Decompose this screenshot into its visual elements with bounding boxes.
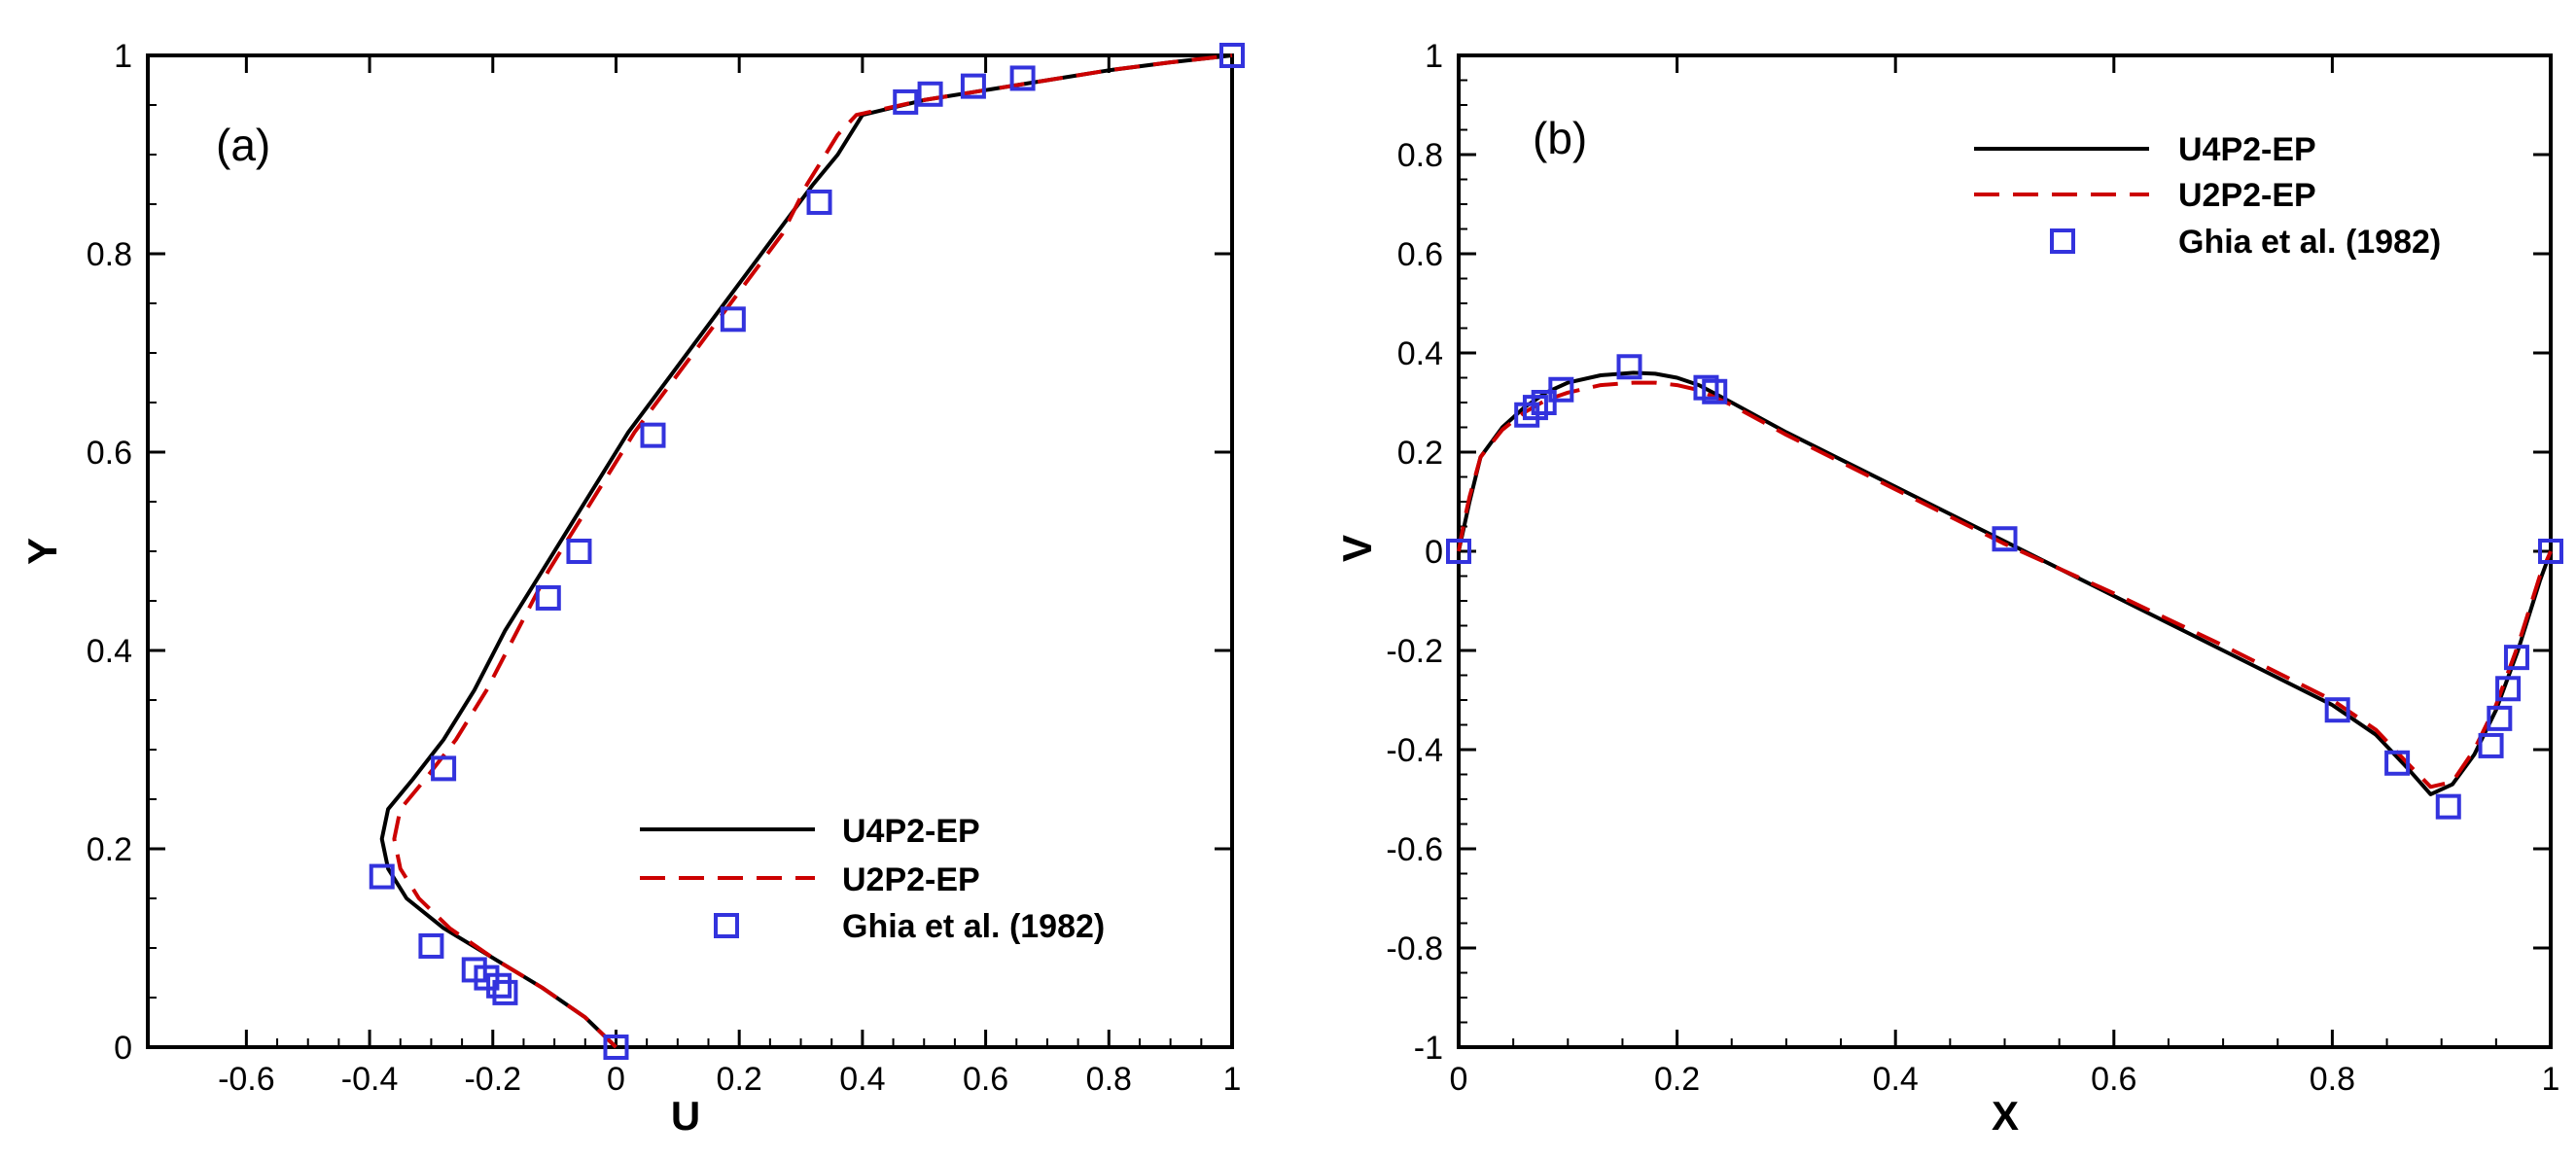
ghia-data-point — [1531, 390, 1557, 415]
x-tick-label: 0.8 — [2310, 1061, 2355, 1098]
panel-a-tick-labels: -0.6 -0.4 -0.2 0 0.2 0.4 0.6 0.8 1 0 0.2 0.4 0.6 0.8 1 — [87, 38, 1242, 1098]
ghia-data-point — [2487, 705, 2513, 731]
x-tick-label: 0.2 — [1654, 1061, 1700, 1098]
ghia-data-point — [960, 73, 986, 99]
ghia-data-point — [1992, 526, 2018, 552]
panel-a-legend: U4P2-EP U2P2-EP Ghia et al. (1982) — [640, 813, 1105, 945]
ghia-data-point — [1009, 65, 1036, 91]
y-tick-label: -0.2 — [1386, 633, 1443, 670]
x-tick-label: 0.4 — [1873, 1061, 1919, 1098]
x-tick-label: 0 — [1450, 1061, 1468, 1098]
panel-b-series-markers — [1446, 354, 2563, 820]
ghia-data-point — [2478, 732, 2504, 758]
panel-b-y-axis-label: V — [1334, 535, 1380, 562]
panel-a-legend-label-u4p2: U4P2-EP — [842, 813, 980, 850]
x-tick-label: -0.4 — [341, 1061, 399, 1098]
panel-b-legend-label-u2p2: U2P2-EP — [2178, 177, 2316, 214]
u4p2-ep-series-line — [1457, 370, 2553, 796]
panel-b-legend-marker-ghia — [2050, 228, 2075, 254]
ghia-data-point — [2503, 645, 2529, 671]
ghia-data-point — [917, 81, 943, 107]
panel-b-legend-label-ghia: Ghia et al. (1982) — [2178, 224, 2441, 261]
panel-b-series-lines — [1457, 370, 2553, 796]
panel-a-chart: -0.6 -0.4 -0.2 0 0.2 0.4 0.6 0.8 1 0 0.2 0.4 0.6 0.8 1… — [19, 38, 1245, 1139]
ghia-data-point — [2384, 750, 2411, 776]
y-tick-label: 1 — [1425, 38, 1443, 75]
x-tick-label: 0.6 — [2091, 1061, 2136, 1098]
y-tick-label: 0.2 — [1397, 435, 1443, 472]
ghia-data-point — [640, 422, 666, 448]
y-tick-label: -0.6 — [1386, 831, 1443, 868]
u2p2-ep-series-line — [392, 53, 1233, 1049]
y-tick-label: 0.4 — [87, 633, 132, 670]
ghia-data-point — [418, 932, 444, 959]
x-tick-label: 0 — [607, 1061, 625, 1098]
ghia-data-point — [1693, 374, 1719, 401]
y-tick-label: -1 — [1414, 1030, 1443, 1067]
y-tick-label: 0.4 — [1397, 335, 1443, 372]
x-tick-label: 0.4 — [839, 1061, 885, 1098]
y-tick-label: 0.6 — [87, 435, 132, 472]
x-tick-label: 1 — [1223, 1061, 1242, 1098]
ghia-data-point — [1522, 395, 1548, 421]
panel-a-tag: (a) — [216, 120, 270, 170]
x-tick-label: 0.8 — [1086, 1061, 1132, 1098]
x-tick-label: -0.2 — [464, 1061, 521, 1098]
u2p2-ep-series-line — [1457, 380, 2553, 790]
ghia-data-point — [2324, 697, 2350, 723]
x-tick-label: 0.6 — [963, 1061, 1008, 1098]
ghia-data-point — [1219, 43, 1245, 68]
y-tick-label: 0.2 — [87, 831, 132, 868]
y-tick-label: 0 — [1425, 534, 1443, 571]
panel-b-chart: 0 0.2 0.4 0.6 0.8 1 -1 -0.8 -0.6 -0.4 -0.2 0 0.2 0.4 0… — [1334, 38, 2563, 1139]
y-tick-label: 0.8 — [1397, 137, 1443, 174]
ghia-data-point — [1548, 376, 1574, 403]
panel-b-ticks — [1457, 53, 2553, 1049]
ghia-data-point — [535, 584, 561, 611]
panel-a-legend-marker-ghia — [714, 913, 739, 938]
y-tick-label: -0.8 — [1386, 930, 1443, 967]
ghia-data-point — [369, 863, 395, 890]
panel-a-y-axis-label: Y — [19, 538, 65, 565]
ghia-data-point — [720, 306, 746, 333]
y-tick-label: 0.6 — [1397, 236, 1443, 273]
y-tick-label: 0.8 — [87, 236, 132, 273]
y-tick-label: -0.4 — [1386, 732, 1443, 769]
panel-b-legend-label-u4p2: U4P2-EP — [2178, 131, 2316, 168]
panel-b-tick-labels: 0 0.2 0.4 0.6 0.8 1 -1 -0.8 -0.6 -0.4 -0.2 0 0.2 0.4 0… — [1386, 38, 2559, 1098]
ghia-data-point — [2495, 676, 2522, 702]
ghia-data-point — [806, 189, 832, 215]
panel-b-tag: (b) — [1533, 113, 1587, 163]
ghia-data-point — [1702, 378, 1728, 404]
ghia-data-point — [603, 1035, 629, 1060]
ghia-data-point — [2538, 539, 2563, 564]
x-tick-label: 1 — [2542, 1061, 2560, 1098]
panel-a-series-lines — [379, 53, 1233, 1049]
ghia-data-point — [566, 539, 592, 564]
panel-a-legend-label-u2p2: U2P2-EP — [842, 861, 980, 898]
ghia-data-point — [431, 755, 457, 782]
ghia-data-point — [2435, 793, 2461, 820]
y-tick-label: 0 — [114, 1030, 132, 1067]
panel-a-legend-label-ghia: Ghia et al. (1982) — [842, 908, 1105, 945]
ghia-data-point — [1616, 354, 1642, 380]
ghia-data-point — [893, 88, 919, 115]
y-tick-label: 1 — [114, 38, 132, 75]
ghia-data-point — [492, 979, 518, 1005]
panel-a-series-markers — [369, 43, 1245, 1060]
x-tick-label: 0.2 — [717, 1061, 762, 1098]
panel-a-plot-frame — [146, 53, 1234, 1049]
panel-b-x-axis-label: X — [1992, 1093, 2019, 1139]
panel-a-ticks — [148, 53, 1234, 1049]
ghia-data-point — [461, 957, 487, 983]
ghia-data-point — [1446, 539, 1471, 564]
x-tick-label: -0.6 — [218, 1061, 275, 1098]
panel-a-x-axis-label: U — [671, 1093, 700, 1139]
panel-b-legend: U4P2-EP U2P2-EP Ghia et al. (1982) — [1974, 131, 2441, 261]
